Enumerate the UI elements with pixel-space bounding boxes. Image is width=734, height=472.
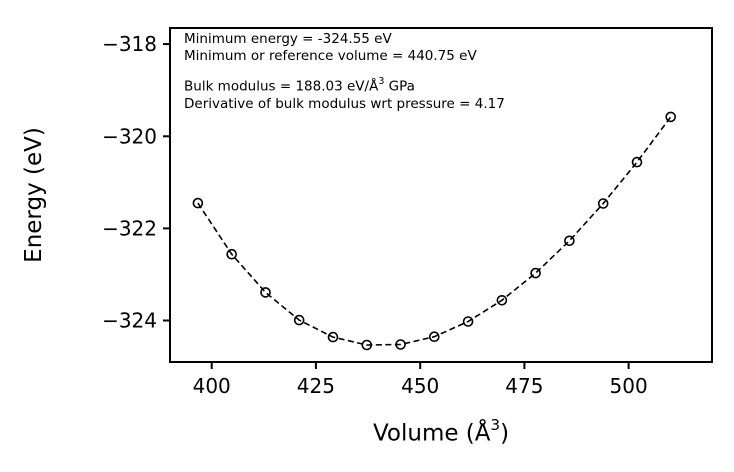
data-point-marker xyxy=(192,197,204,209)
y-axis-label: Energy (eV) xyxy=(21,127,47,263)
annotation-bulk-modulus: Bulk modulus = 188.03 eV/Å3 GPa xyxy=(184,76,415,95)
annotation-gap xyxy=(184,65,505,74)
x-tick-label: 500 xyxy=(610,374,648,398)
data-point-marker xyxy=(530,267,541,279)
fit-results-annotation: Minimum energy = -324.55 eV Minimum or r… xyxy=(184,31,505,113)
x-tick-label: 400 xyxy=(193,374,231,398)
data-point-marker xyxy=(597,198,609,209)
annotation-bulk-modulus-derivative: Derivative of bulk modulus wrt pressure … xyxy=(184,95,505,112)
y-tick-label: −320 xyxy=(102,124,157,148)
x-axis-label: Volume (Å3) xyxy=(372,416,510,447)
data-point-marker xyxy=(462,316,474,327)
data-point-marker xyxy=(260,287,271,298)
y-tick-label: −322 xyxy=(102,216,157,240)
angstrom-cubed-superscript: 3 xyxy=(378,76,385,87)
axes-spines xyxy=(169,27,713,363)
x-tick-label: 450 xyxy=(401,374,439,398)
data-point-marker xyxy=(665,111,677,123)
data-point-marker xyxy=(564,235,575,247)
annotation-min-energy: Minimum energy = -324.55 eV xyxy=(184,31,392,47)
y-tick-label: −324 xyxy=(102,309,157,333)
data-point-marker xyxy=(631,156,643,168)
data-point-marker xyxy=(361,339,373,351)
x-tick-label: 475 xyxy=(505,374,543,398)
data-point-marker xyxy=(293,314,305,326)
xlabel-superscript: 3 xyxy=(490,416,501,434)
data-point-marker xyxy=(395,339,406,350)
data-point-marker xyxy=(327,331,339,343)
y-tick-label: −318 xyxy=(102,32,157,56)
x-tick-label: 425 xyxy=(297,374,335,398)
data-point-marker xyxy=(428,331,440,343)
data-point-marker xyxy=(226,248,237,260)
annotation-min-volume: Minimum or reference volume = 440.75 eV xyxy=(184,48,477,64)
data-point-marker xyxy=(496,294,508,306)
eos-fit-line xyxy=(197,116,672,346)
